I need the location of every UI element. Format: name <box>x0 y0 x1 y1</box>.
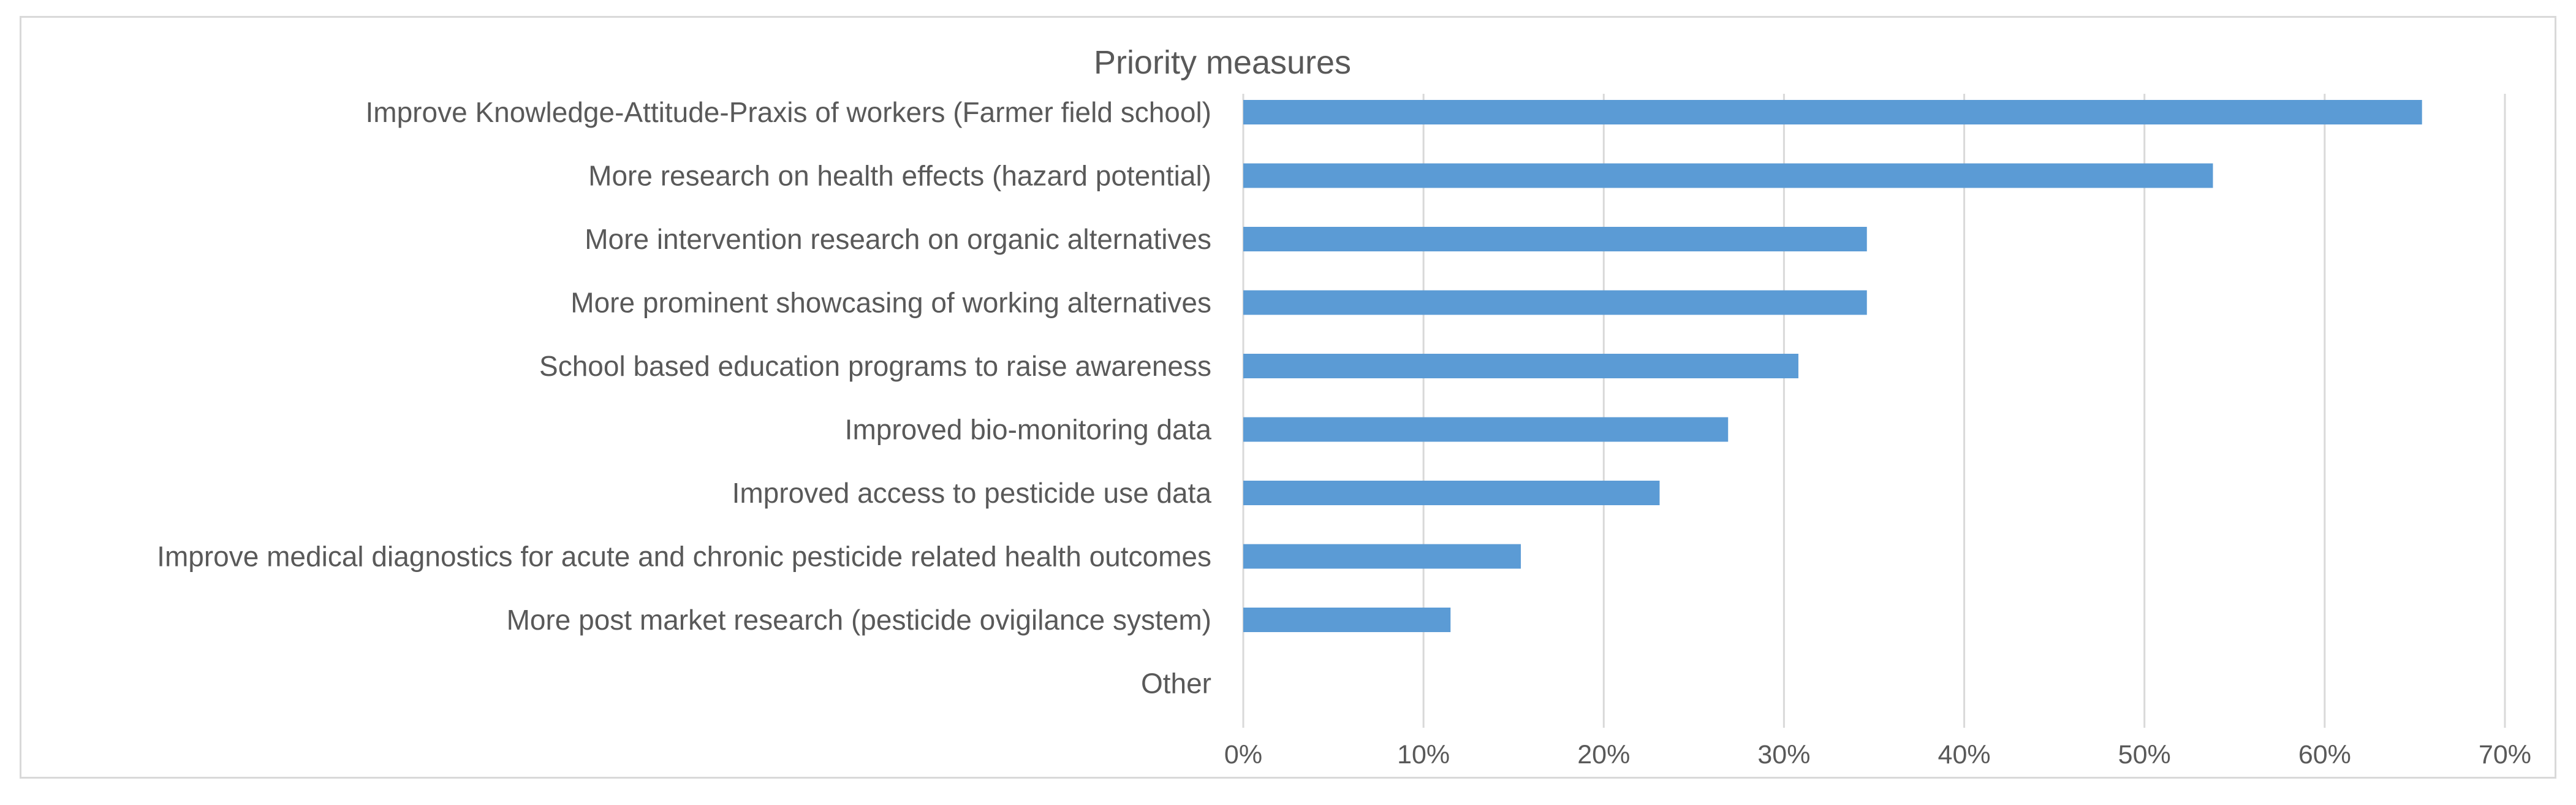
chart-title: Priority measures <box>1094 44 1351 81</box>
bar <box>1243 163 2213 188</box>
category-label: Improve medical diagnostics for acute an… <box>157 541 1211 573</box>
bar <box>1243 481 1660 505</box>
category-label: More intervention research on organic al… <box>585 223 1211 255</box>
category-labels: Improve Knowledge-Attitude-Praxis of wor… <box>157 96 1211 700</box>
x-tick-label: 40% <box>1938 740 1991 769</box>
x-axis-ticks: 0% 10% 20% 30% 40% 50% 60% 70% <box>1224 740 2531 769</box>
gridlines <box>1242 94 2506 728</box>
x-tick-label: 0% <box>1224 740 1262 769</box>
category-label: More prominent showcasing of working alt… <box>570 287 1211 319</box>
x-tick-label: 20% <box>1577 740 1630 769</box>
bar <box>1243 290 1867 315</box>
bar <box>1243 100 2422 124</box>
chart-frame: Priority measures Improve Knowledge-Atti… <box>20 16 2556 779</box>
chart-plot: Priority measures Improve Knowledge-Atti… <box>157 44 2531 769</box>
x-tick-label: 10% <box>1397 740 1450 769</box>
bar <box>1243 608 1451 632</box>
category-label: Improve Knowledge-Attitude-Praxis of wor… <box>366 96 1212 128</box>
x-tick-label: 50% <box>2118 740 2171 769</box>
category-label: Improved bio-monitoring data <box>845 414 1212 446</box>
bar <box>1243 227 1867 251</box>
category-label: More research on health effects (hazard … <box>588 160 1211 192</box>
category-label: Improved access to pesticide use data <box>732 477 1212 509</box>
category-label: Other <box>1141 668 1211 700</box>
bars <box>1243 100 2422 632</box>
x-tick-label: 70% <box>2479 740 2531 769</box>
category-label: School based education programs to raise… <box>539 350 1211 382</box>
x-tick-label: 60% <box>2298 740 2351 769</box>
bar <box>1243 544 1521 569</box>
x-tick-label: 30% <box>1757 740 1810 769</box>
bar <box>1243 354 1798 378</box>
category-label: More post market research (pesticide ovi… <box>507 604 1211 636</box>
bar <box>1243 417 1729 442</box>
